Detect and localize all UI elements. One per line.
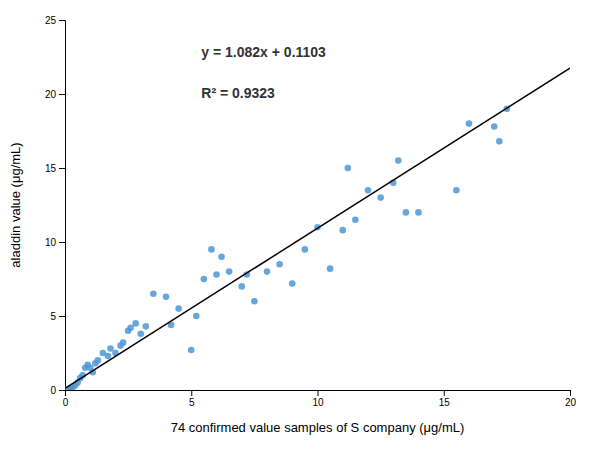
scatter-point — [415, 209, 422, 216]
scatter-point — [201, 276, 208, 283]
scatter-point — [193, 313, 200, 320]
scatter-point — [213, 271, 220, 278]
x-axis: 0 5 10 15 20 — [63, 390, 577, 408]
y-axis-tick-mark — [59, 390, 65, 391]
x-axis-tick-mark — [191, 390, 192, 396]
scatter-point — [127, 325, 134, 332]
y-axis-tick-label: 0 — [50, 385, 56, 396]
scatter-point — [143, 323, 150, 330]
regression-line — [65, 68, 570, 388]
y-axis-line — [59, 21, 66, 391]
x-axis-tick: 20 — [565, 390, 577, 408]
y-axis-tick: 25 — [45, 15, 65, 26]
x-axis-tick-mark — [444, 390, 445, 396]
y-axis-tick: 20 — [45, 89, 65, 100]
scatter-point — [302, 246, 309, 253]
y-axis-tick: 5 — [50, 311, 65, 322]
x-axis-tick-label: 15 — [439, 397, 451, 408]
scatter-point — [403, 209, 410, 216]
y-axis-tick-label: 20 — [45, 89, 57, 100]
x-axis-title: 74 confirmed value samples of S company … — [171, 420, 465, 435]
plot: 0 5 10 15 20 0 5 10 15 20 25 y = 1.082x + 0.1103 R² … — [45, 15, 577, 408]
annotation: R² = 0.9323 — [201, 85, 275, 101]
y-axis-tick: 15 — [45, 163, 65, 174]
x-axis-tick-mark — [318, 390, 319, 396]
scatter-point — [264, 268, 271, 275]
annotation: y = 1.082x + 0.1103 — [201, 44, 326, 60]
scatter-point — [276, 261, 283, 268]
y-axis-tick-label: 10 — [45, 237, 57, 248]
scatter-point — [327, 265, 334, 272]
scatter-point — [150, 291, 157, 298]
scatter-point — [251, 298, 258, 305]
x-axis-tick-label: 10 — [312, 397, 324, 408]
y-axis-tick-label: 15 — [45, 163, 57, 174]
scatter-point — [95, 357, 102, 364]
x-axis-tick: 0 — [63, 390, 69, 408]
x-axis-tick-label: 5 — [189, 397, 195, 408]
x-axis-tick-mark — [570, 390, 571, 396]
y-axis-tick: 0 — [50, 385, 65, 396]
scatter-point — [188, 347, 195, 354]
scatter-point — [208, 246, 215, 253]
x-axis-tick-label: 20 — [565, 397, 577, 408]
scatter-point — [352, 217, 359, 224]
y-axis-tick-mark — [59, 242, 65, 243]
y-axis-title: aladdin value (μg/mL) — [8, 142, 23, 267]
scatter-point — [491, 123, 498, 130]
y-axis-tick-label: 5 — [50, 311, 56, 322]
y-axis-tick: 10 — [45, 237, 65, 248]
scatter-point — [395, 157, 402, 164]
scatter-point — [453, 187, 460, 194]
x-axis-tick-label: 0 — [63, 397, 69, 408]
x-axis-tick: 15 — [439, 390, 451, 408]
y-axis-tick-mark — [59, 168, 65, 169]
scatter-point — [466, 120, 473, 127]
y-axis-tick-mark — [59, 94, 65, 95]
y-axis-tick-mark — [59, 316, 65, 317]
scatter-point — [105, 353, 112, 360]
x-axis-tick: 5 — [189, 390, 195, 408]
y-axis-tick-mark — [59, 20, 65, 21]
scatter-point — [365, 187, 372, 194]
marks — [65, 68, 570, 390]
scatter-point — [339, 227, 346, 234]
x-axis-tick: 10 — [312, 390, 324, 408]
scatter-point — [289, 280, 296, 287]
scatter-point — [120, 339, 127, 346]
scatter-point — [218, 254, 225, 261]
scatter-point — [137, 330, 144, 337]
scatter-point — [175, 305, 182, 312]
scatter-point — [107, 345, 114, 352]
scatter-point — [132, 320, 139, 327]
scatter-point — [163, 293, 170, 300]
y-axis: 0 5 10 15 20 25 — [45, 15, 66, 396]
x-axis-line — [66, 391, 571, 397]
scatter-point — [345, 165, 352, 172]
scatter-point — [496, 138, 503, 145]
y-axis-tick-label: 25 — [45, 15, 57, 26]
chart: 0 5 10 15 20 0 5 10 15 20 25 y = 1.082x + 0.1103 R² … — [0, 0, 600, 450]
scatter-point — [238, 283, 245, 290]
scatter-point — [377, 194, 384, 201]
scatter-point — [226, 268, 233, 275]
